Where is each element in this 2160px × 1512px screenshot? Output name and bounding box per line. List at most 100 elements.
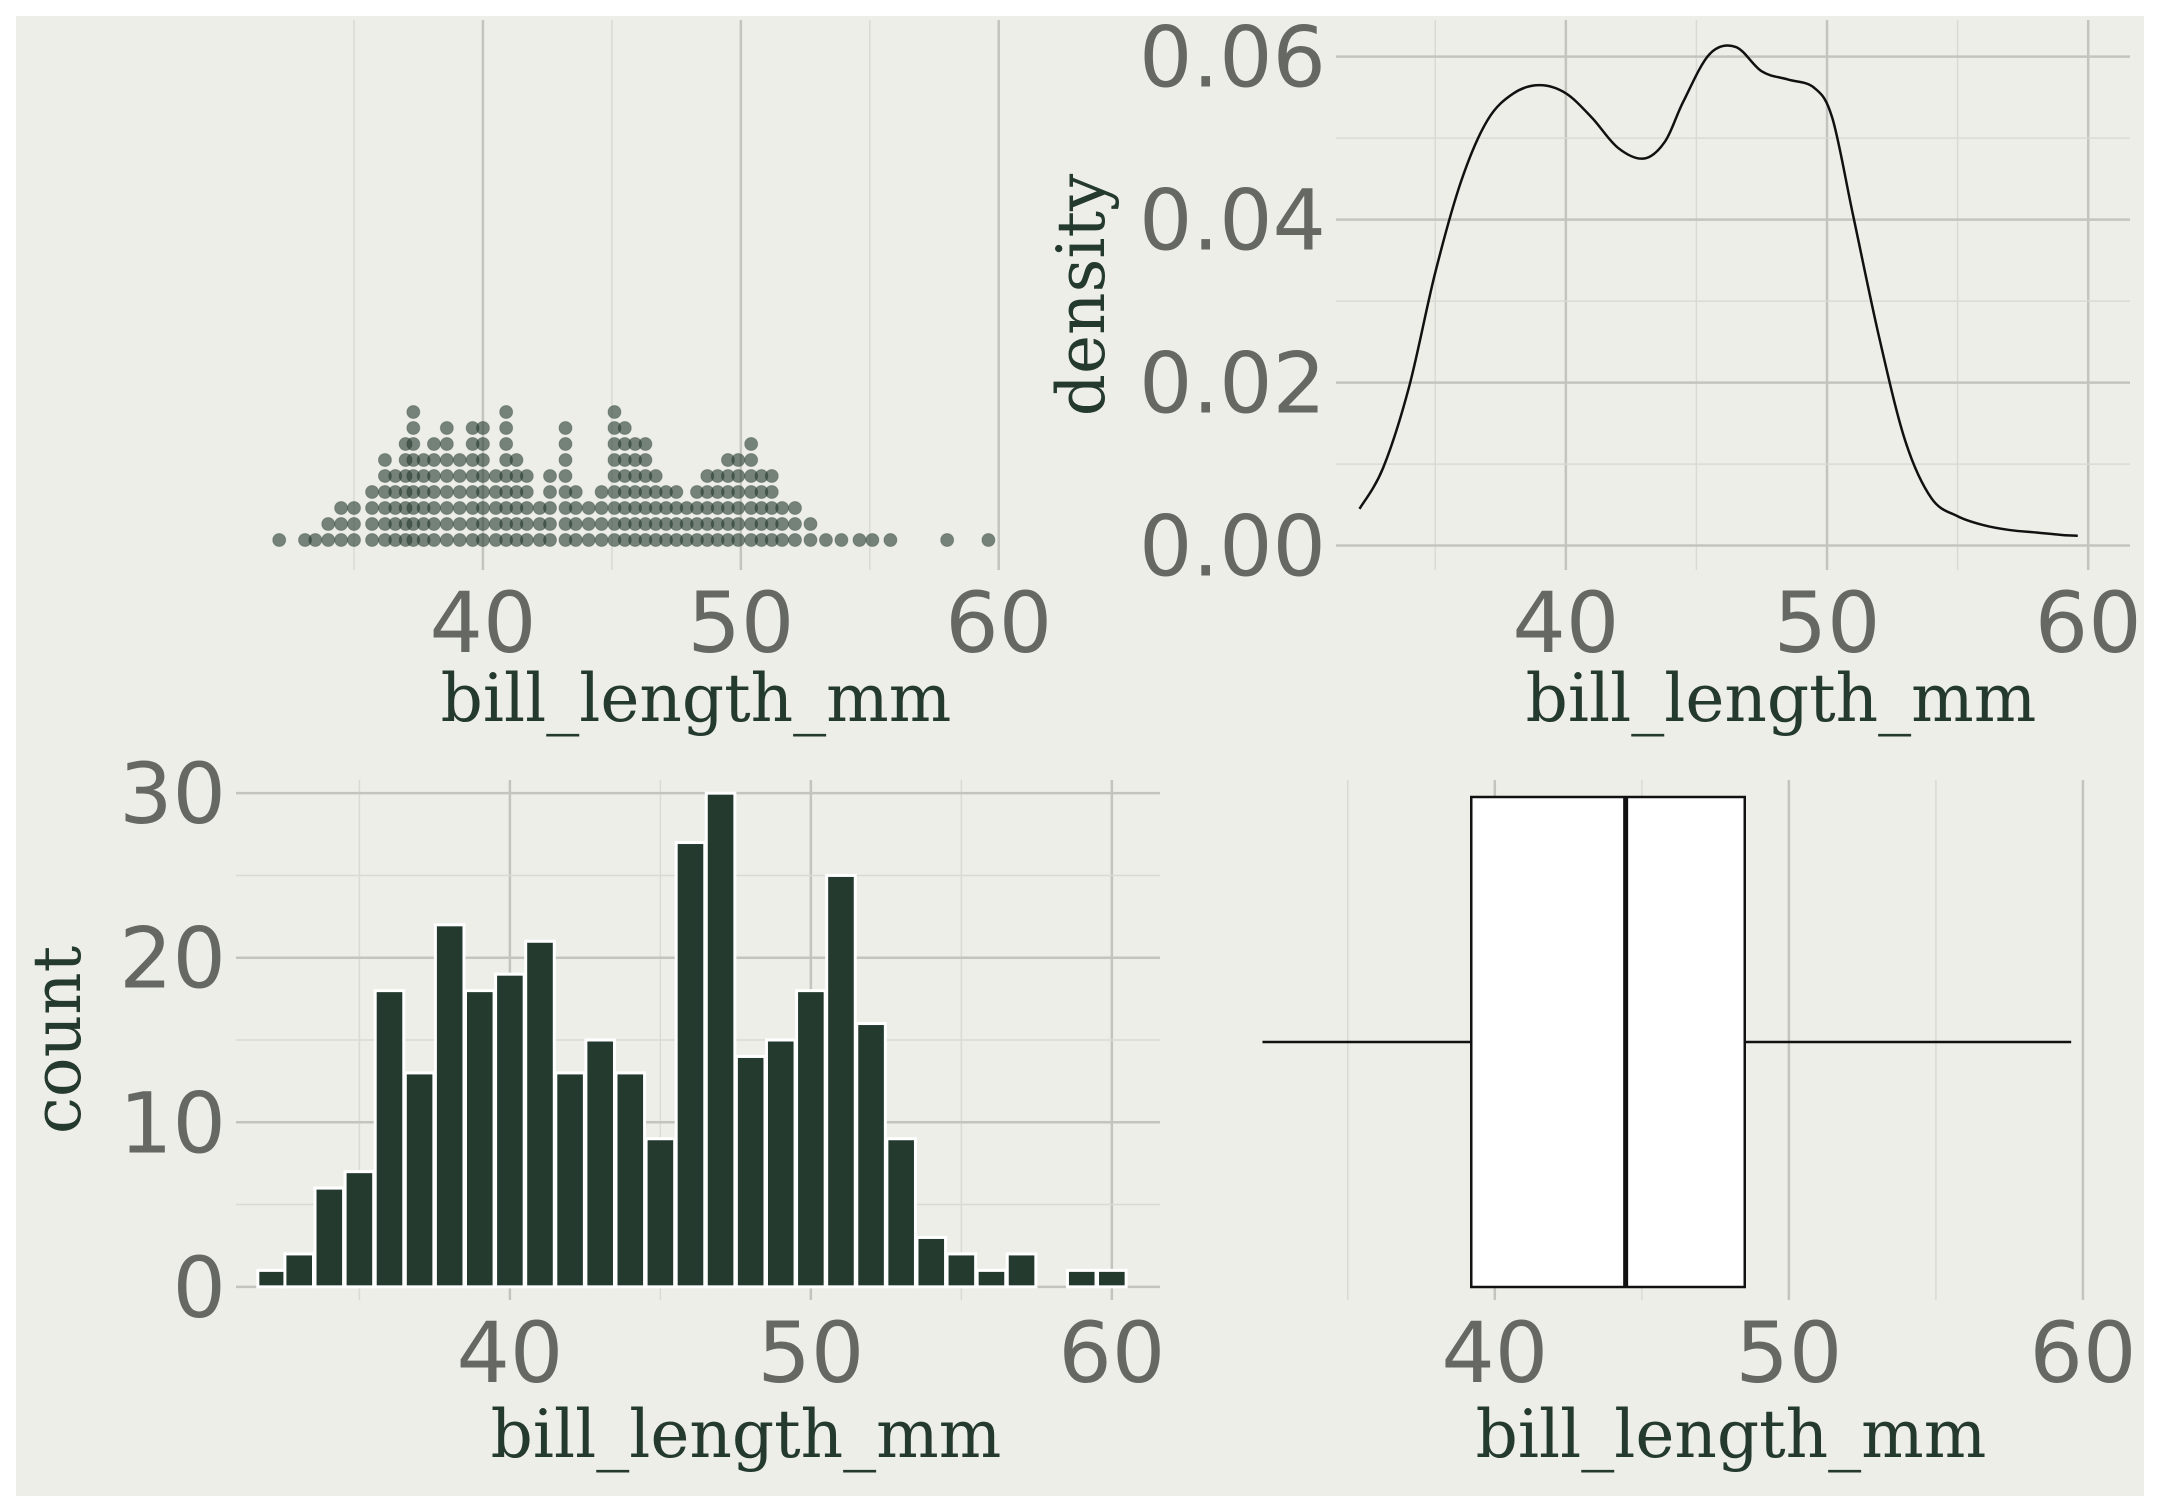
histogram-bar: [674, 841, 707, 1289]
p1-x-tick-label: 40: [430, 574, 537, 672]
boxplot-box: [1470, 795, 1747, 1289]
histogram-panel: 40 50 60 0 10 20 30 bill_length_mm count: [19, 745, 1165, 1473]
dotplot-point: [731, 501, 746, 515]
histogram-bar: [1065, 1268, 1098, 1289]
dotplot-point: [347, 501, 361, 515]
p4-x-tick-label: 50: [1735, 1304, 1842, 1402]
dotplot-point: [475, 501, 490, 515]
dotplot-point: [452, 453, 467, 467]
dotplot-point: [764, 469, 779, 483]
boxplot-panel: 40 50 60 bill_length_mm: [1236, 780, 2136, 1473]
dotplot-point: [519, 469, 534, 483]
dotplot-point: [543, 469, 557, 483]
dotplot-point: [865, 533, 880, 547]
p3-y-tick-label: 10: [119, 1074, 226, 1172]
p2-y-tick-label: 0.02: [1139, 335, 1326, 433]
dotplot-point: [594, 533, 609, 547]
histogram-bar: [975, 1268, 1008, 1289]
dotplot-point: [558, 453, 573, 467]
p3-x-tick-label: 40: [456, 1304, 563, 1402]
dotplot-point: [669, 485, 684, 499]
dotplot-point: [439, 517, 454, 531]
dotplot-point: [775, 517, 790, 531]
p4-x-tick-label: 60: [2030, 1304, 2137, 1402]
dotplot-point: [731, 469, 746, 483]
dotplot-x-axis-label: bill_length_mm: [441, 660, 952, 737]
histogram-bar: [704, 791, 737, 1289]
dotplot-point: [594, 501, 609, 515]
histogram-bar: [494, 972, 526, 1289]
dotplot-point: [308, 533, 323, 547]
dotplot-point: [334, 517, 349, 531]
density-gridlines: [1336, 20, 2130, 570]
density-curve: [1358, 44, 2078, 538]
histogram-bar: [614, 1071, 647, 1289]
dotplot-point: [568, 501, 583, 515]
dotplot-point: [365, 533, 380, 547]
dotplot-point: [568, 533, 583, 547]
dotplot-point: [347, 517, 361, 531]
histogram-bar: [524, 939, 556, 1289]
dotplot-point: [940, 533, 955, 547]
dotplot-point: [581, 533, 596, 547]
dotplot-point: [803, 533, 818, 547]
dotplot-point: [365, 485, 380, 499]
dotplot-point: [426, 533, 441, 547]
histogram-y-axis-label: count: [19, 946, 96, 1134]
dotplot-points: [272, 405, 996, 547]
dotplot-point: [426, 485, 441, 499]
histogram-bar: [554, 1071, 586, 1289]
boxplot-x-axis-label: bill_length_mm: [1476, 1396, 1987, 1473]
dotplot-point: [981, 533, 996, 547]
dotplot-point: [638, 453, 653, 467]
dotplot-point: [558, 469, 573, 483]
dotplot-point: [744, 453, 759, 467]
histogram-bar: [885, 1137, 917, 1289]
p3-x-tick-label: 60: [1058, 1304, 1165, 1402]
histogram-bar: [644, 1137, 677, 1289]
density-y-axis-label: density: [1043, 173, 1120, 416]
p2-x-tick-label: 40: [1512, 574, 1619, 672]
dotplot-point: [439, 533, 454, 547]
dotplot-point: [475, 469, 490, 483]
histogram-bar: [463, 989, 496, 1289]
dotplot-point: [594, 517, 609, 531]
histogram-bar: [403, 1071, 436, 1289]
dotplot-point: [452, 469, 467, 483]
boxplot-marks: [1262, 795, 2072, 1289]
dotplot-point: [272, 533, 287, 547]
dotplot-point: [439, 421, 454, 435]
histogram-bar: [343, 1170, 376, 1289]
dotplot-point: [452, 485, 467, 499]
dotplot-point: [638, 437, 653, 451]
dotplot-point: [439, 501, 454, 515]
dotplot-point: [426, 469, 441, 483]
p2-x-tick-label: 60: [2035, 574, 2142, 672]
dotplot-point: [648, 469, 663, 483]
dotplot-point: [334, 533, 349, 547]
dotplot-point: [426, 453, 441, 467]
p3-y-tick-label: 30: [119, 745, 226, 843]
dotplot-point: [452, 517, 467, 531]
dotplot-point: [558, 421, 573, 435]
dotplot-point: [475, 453, 490, 467]
dotplot-point: [321, 533, 336, 547]
histogram-bar: [855, 1022, 887, 1289]
dotplot-point: [439, 469, 454, 483]
dotplot-point: [439, 437, 454, 451]
dotplot-point: [499, 421, 514, 435]
dotplot-point: [406, 405, 421, 419]
p3-y-tick-label: 0: [173, 1239, 226, 1337]
p1-x-tick-label: 50: [687, 574, 794, 672]
dotplot-point: [788, 517, 802, 531]
dotplot-point: [788, 501, 802, 515]
histogram-bar: [1005, 1252, 1038, 1289]
dotplot-tick-labels: 40 50 60: [430, 574, 1053, 672]
histogram-bar: [433, 923, 466, 1289]
histogram-bars: [256, 791, 1128, 1289]
dotplot-point: [475, 533, 490, 547]
dotplot-point: [475, 517, 490, 531]
dotplot-point: [803, 517, 818, 531]
dotplot-point: [568, 517, 583, 531]
